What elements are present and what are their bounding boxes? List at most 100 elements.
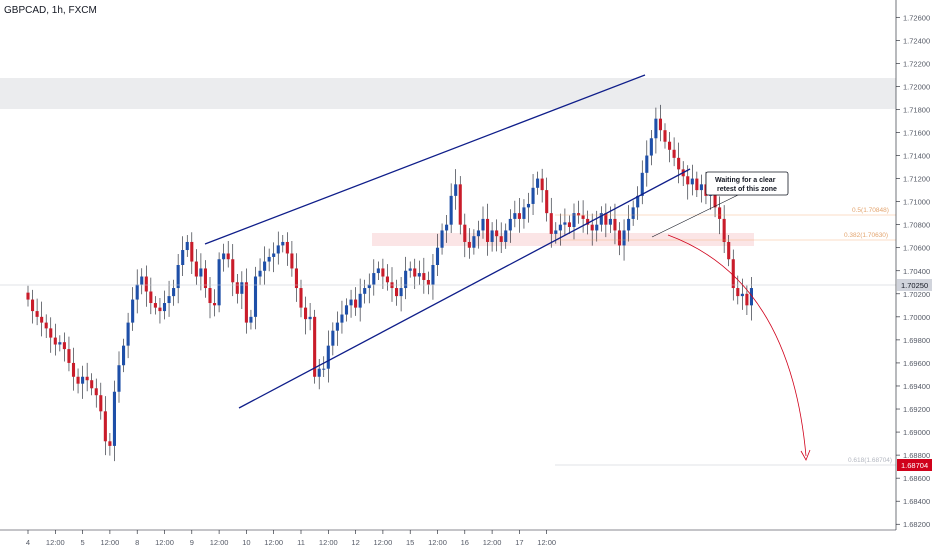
- candle-body: [718, 207, 722, 219]
- candle-body: [731, 259, 735, 289]
- candle-body: [627, 218, 631, 231]
- candle-body: [445, 224, 449, 231]
- candle-body: [699, 184, 703, 191]
- candle-body: [413, 268, 417, 277]
- candle-body: [358, 293, 362, 308]
- candle-body: [467, 241, 471, 248]
- resistance-zone: [0, 78, 896, 109]
- candle-body: [35, 311, 39, 317]
- price-axis: 1.72600 1.72400 1.72200 1.72000 1.71800 1.716…: [896, 13, 930, 529]
- candle-body: [76, 376, 80, 384]
- time-tick-label: 12:00: [210, 538, 229, 547]
- price-tick-label: 1.72000: [903, 82, 930, 91]
- candle-body: [649, 138, 653, 156]
- candle-body: [476, 230, 480, 237]
- candle-body: [504, 230, 508, 242]
- candle-body: [58, 342, 62, 345]
- candle-body: [253, 276, 258, 317]
- candle-body: [53, 337, 57, 345]
- time-tick-label: 12:00: [537, 538, 556, 547]
- candle-body: [122, 345, 126, 366]
- candle-body: [272, 253, 276, 257]
- candle-body: [499, 236, 503, 242]
- candle-body: [631, 207, 635, 219]
- candle-body: [331, 330, 335, 346]
- candle-body: [126, 322, 130, 346]
- projection-arrowhead: [800, 449, 811, 461]
- price-tick-label: 1.70000: [903, 313, 930, 322]
- time-tick-label: 9: [190, 538, 194, 547]
- candle-body: [686, 176, 690, 185]
- candle-body: [213, 303, 217, 306]
- candle-body: [586, 218, 590, 225]
- price-tick-label: 1.71200: [903, 175, 930, 184]
- candle-body: [663, 130, 667, 142]
- candle-body: [435, 247, 440, 265]
- candle-body: [31, 299, 35, 312]
- candle-body: [481, 218, 485, 231]
- price-tick-label: 1.70800: [903, 221, 930, 230]
- target-price-tag-text: 1.68704: [901, 461, 928, 470]
- candle-body: [408, 268, 412, 271]
- candle-body: [326, 345, 330, 369]
- candle-body: [463, 224, 467, 242]
- candle-body: [636, 195, 640, 208]
- candle-body: [672, 149, 676, 158]
- candle-body: [654, 118, 658, 139]
- upper-trendline: [204, 74, 646, 245]
- candle-body: [103, 411, 107, 442]
- candle-body: [313, 316, 317, 377]
- candle-body: [563, 222, 567, 225]
- candle-body: [522, 207, 526, 219]
- candle-body: [554, 230, 558, 234]
- candle-body: [181, 250, 185, 265]
- candle-body: [458, 184, 462, 225]
- time-tick-label: 12:00: [155, 538, 174, 547]
- candle-body: [486, 218, 490, 242]
- time-tick-label: 12:00: [46, 538, 65, 547]
- candle-body: [340, 314, 344, 323]
- time-axis: 4 12:00 5 12:00 8 12:00 9 12:00 10 12:00 11 12:00 12…: [26, 530, 556, 547]
- candle-body: [354, 299, 358, 308]
- candle-body: [513, 213, 517, 219]
- price-tick-label: 1.69600: [903, 359, 930, 368]
- candles-layer: [26, 104, 753, 462]
- candle-body: [517, 213, 521, 219]
- callout-box: [705, 171, 789, 196]
- candle-body: [608, 218, 612, 225]
- candle-body: [158, 307, 162, 312]
- price-tick-label: 1.69000: [903, 428, 930, 437]
- candle-body: [322, 368, 326, 370]
- candle-body: [690, 178, 694, 185]
- candle-body: [740, 293, 744, 297]
- candle-body: [203, 268, 207, 289]
- candle-body: [208, 288, 212, 304]
- candle-body: [194, 261, 198, 277]
- candle-body: [217, 259, 221, 306]
- price-tick-label: 1.69200: [903, 405, 930, 414]
- fib-level-618-label: 0.5(1.70848): [852, 207, 889, 214]
- candle-body: [567, 222, 571, 227]
- candle-body: [440, 230, 444, 248]
- candle-body: [71, 362, 76, 377]
- candle-body: [49, 328, 53, 338]
- candle-body: [144, 276, 148, 292]
- candle-body: [140, 276, 144, 285]
- price-tick-label: 1.72200: [903, 59, 930, 68]
- current-price-tag-text: 1.70250: [901, 281, 928, 290]
- candle-body: [276, 245, 280, 254]
- candle-body: [385, 276, 389, 283]
- candle-body: [167, 296, 171, 304]
- candle-body: [431, 265, 435, 285]
- time-tick-label: 15: [406, 538, 414, 547]
- candle-body: [536, 178, 540, 188]
- candle-body: [545, 190, 549, 214]
- candle-body: [26, 292, 30, 300]
- time-tick-label: 17: [515, 538, 523, 547]
- candle-body: [149, 291, 153, 304]
- candle-body: [540, 178, 544, 191]
- candle-body: [526, 203, 531, 208]
- candle-body: [531, 187, 535, 204]
- candle-body: [99, 395, 103, 412]
- time-tick-label: 4: [26, 538, 30, 547]
